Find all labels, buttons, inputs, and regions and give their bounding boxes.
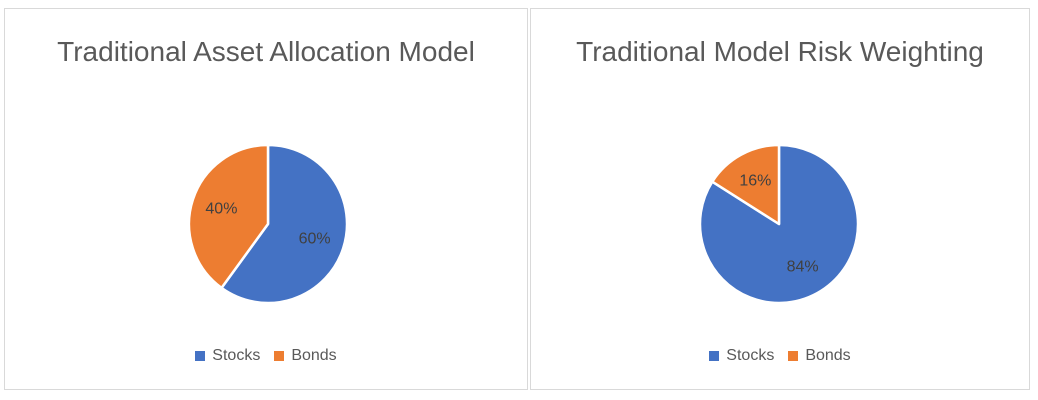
legend-swatch-bonds [788,351,799,361]
data-label-bonds: 16% [739,173,771,190]
legend-item-stocks: Stocks [709,347,774,365]
data-label-stocks: 84% [787,258,819,275]
pie-chart-risk-weighting: 84% 16% [698,143,860,305]
legend: Stocks Bonds [5,347,527,365]
legend-swatch-bonds [274,351,285,361]
pie-slice-bonds [187,143,270,290]
chart-title: Traditional Model Risk Weighting [576,36,984,67]
pie-chart-asset-allocation: 60% 40% [187,143,349,305]
legend-label-bonds: Bonds [805,347,851,364]
data-label-bonds: 40% [205,200,237,217]
chart-panel-asset-allocation: Traditional Asset Allocation Model 60% 40… [4,8,528,390]
legend: Stocks Bonds [531,347,1029,365]
chart-title: Traditional Asset Allocation Model [57,36,475,67]
legend-label-stocks: Stocks [212,347,261,364]
pie-slice-stocks [220,143,349,305]
chart-panel-risk-weighting: Traditional Model Risk Weighting 84% 16% … [530,8,1030,390]
legend-label-stocks: Stocks [726,347,775,364]
legend-swatch-stocks [709,351,720,361]
data-label-stocks: 60% [299,231,331,248]
legend-item-bonds: Bonds [788,347,851,365]
legend-label-bonds: Bonds [291,347,337,364]
pie-slice-bonds [711,143,781,226]
legend-swatch-stocks [195,351,206,361]
legend-item-bonds: Bonds [274,347,337,365]
legend-item-stocks: Stocks [195,347,260,365]
